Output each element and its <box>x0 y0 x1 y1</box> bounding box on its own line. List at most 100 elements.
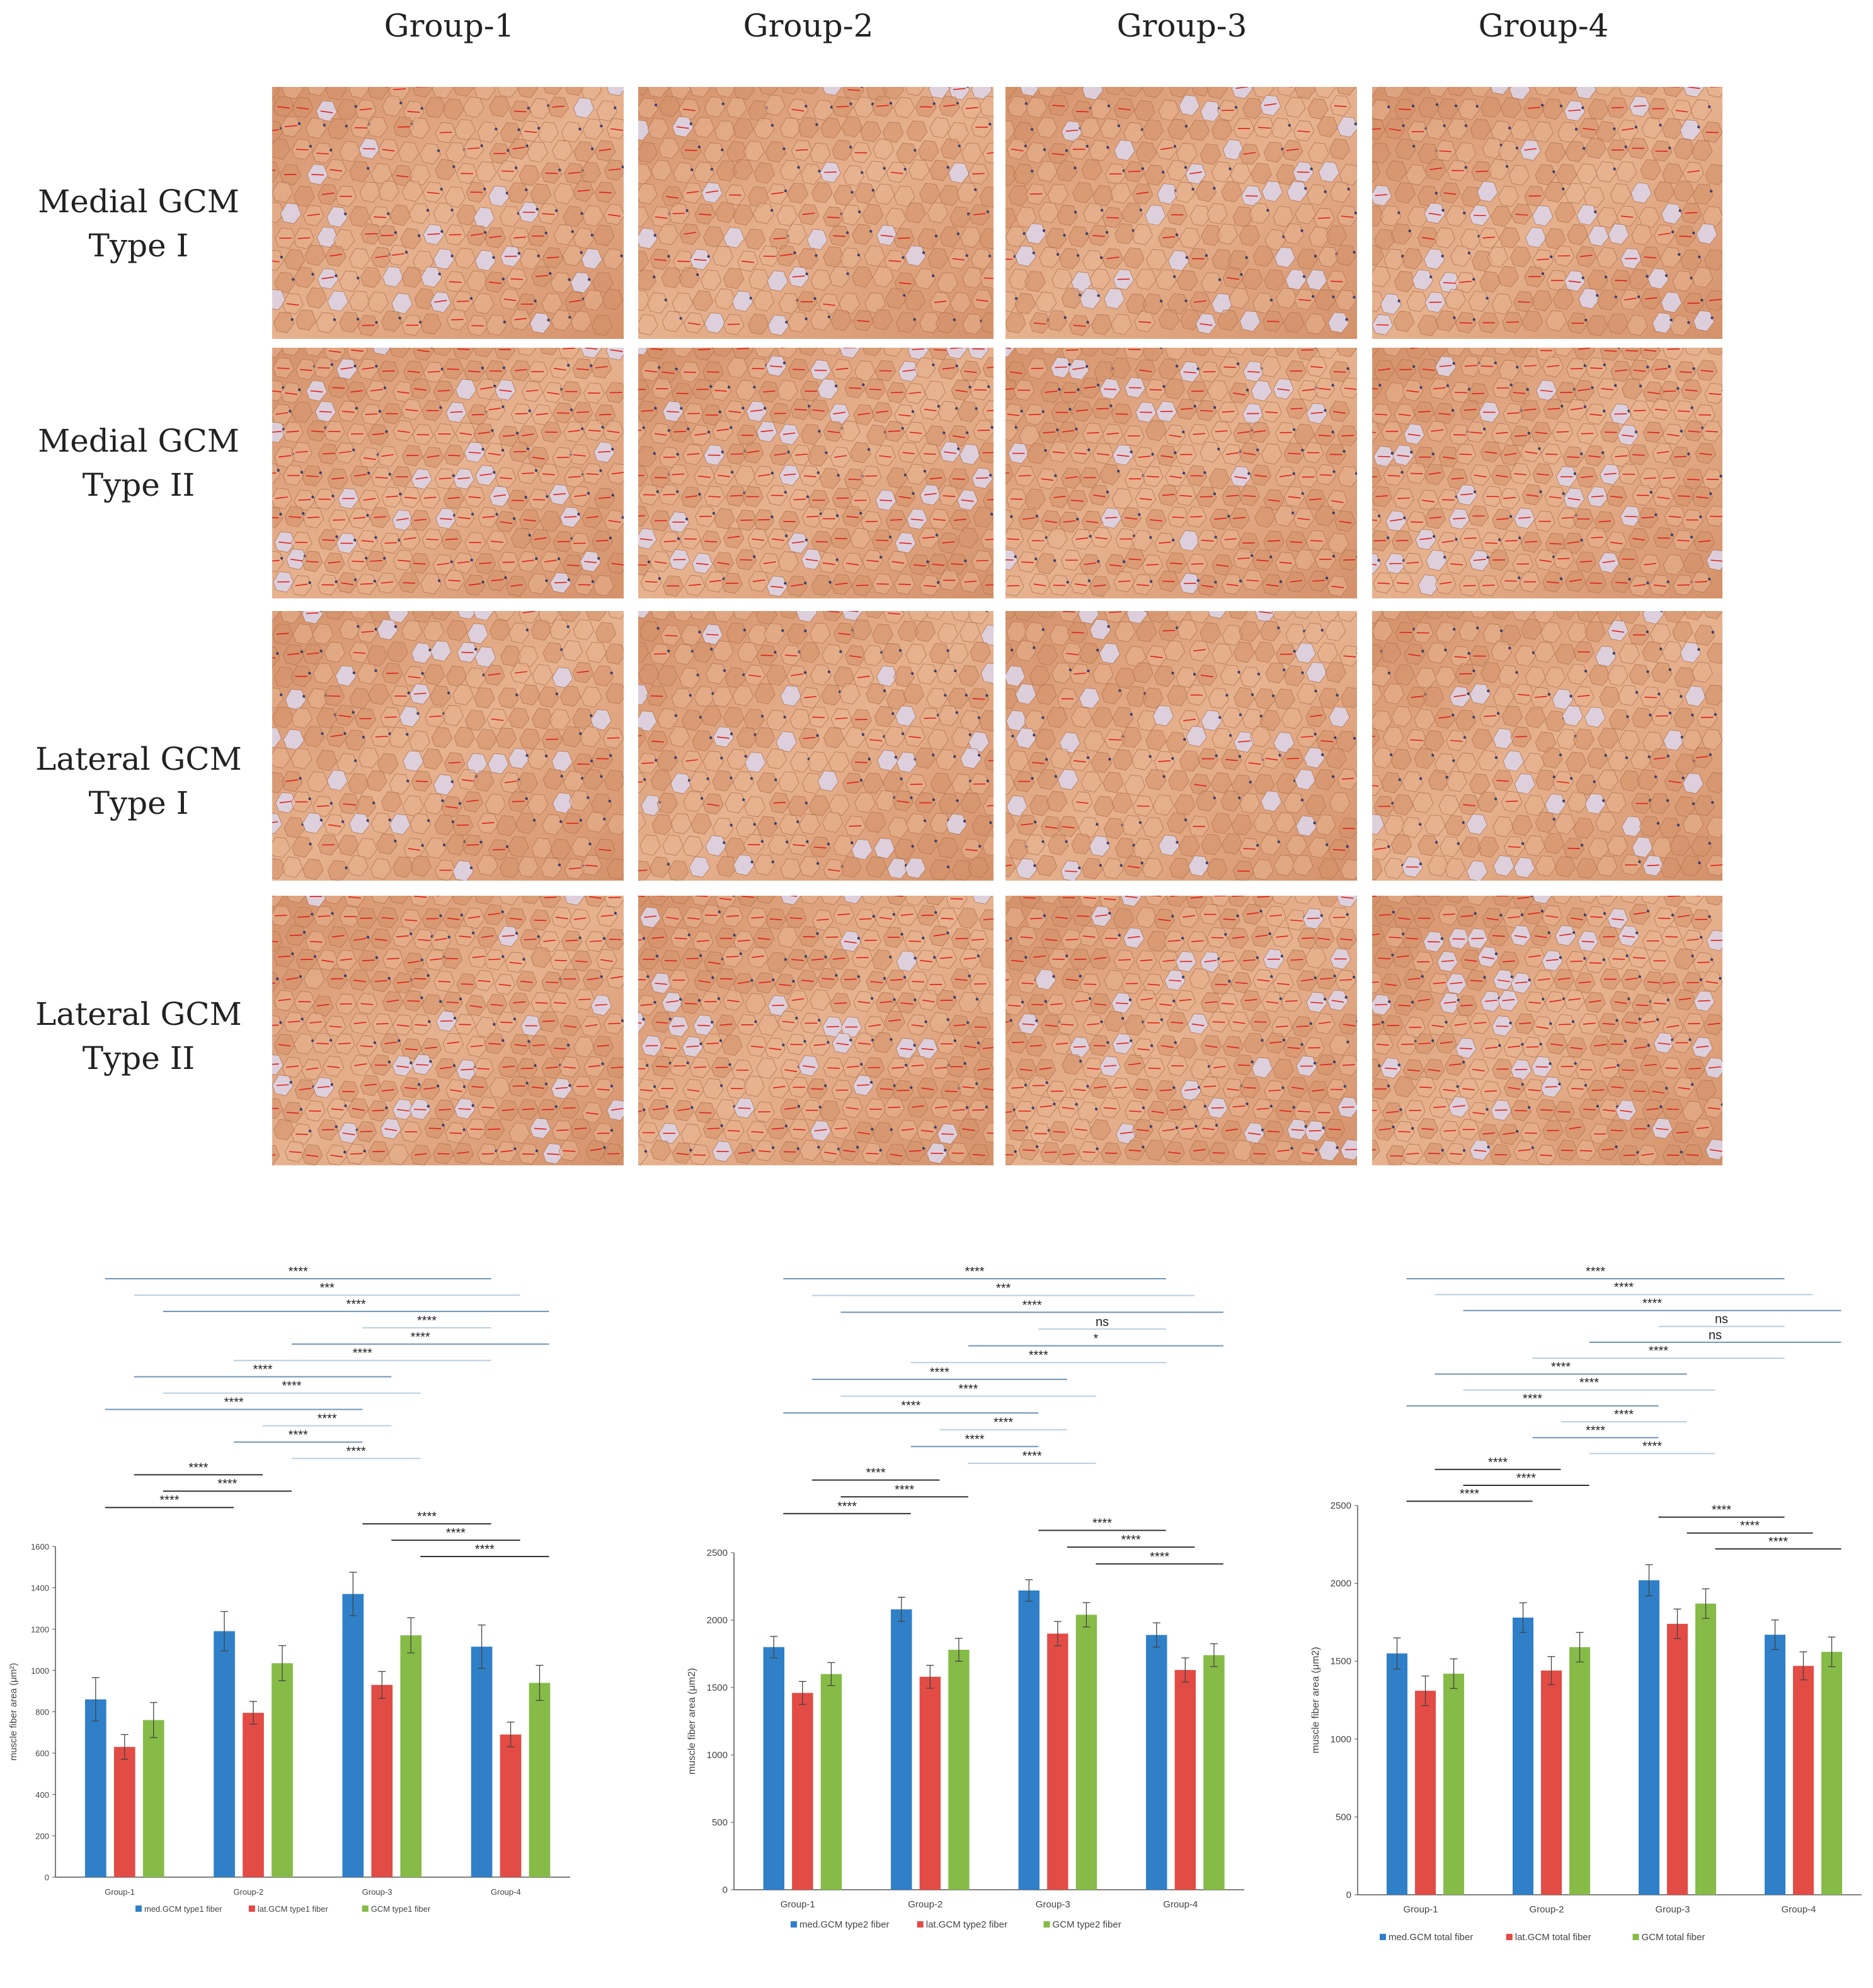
legend-label: lat.GCM type2 fiber <box>926 1919 1007 1930</box>
micrograph-row1-col1 <box>272 87 624 339</box>
bar-chart-total: 0 500 1000 1500 2000 2500 muscle fiber area (μ… <box>1260 1254 1865 1984</box>
bar-chart-type2: 0 500 1000 1500 2000 2500 muscle fiber area (μ… <box>630 1254 1247 1984</box>
bar-group-3-s3 <box>400 1635 422 1877</box>
bar-group-4-s1 <box>1146 1635 1167 1890</box>
bar-group-1-s1 <box>84 1699 106 1877</box>
y-tick-label: 600 <box>35 1749 49 1758</box>
significance-label: **** <box>1614 1281 1634 1294</box>
significance-label: **** <box>1586 1424 1605 1437</box>
micrograph-row3-col3 <box>1005 611 1357 881</box>
significance-label: **** <box>1740 1519 1760 1533</box>
bar-group-1-s1 <box>763 1647 784 1890</box>
y-tick-label: 2000 <box>1331 1579 1351 1589</box>
bar-group-3-s2 <box>1047 1633 1068 1890</box>
y-tick-label: 1000 <box>707 1750 728 1761</box>
micrograph-row2-col1 <box>272 348 624 598</box>
row-header-line: Medial GCM <box>38 183 239 220</box>
legend-swatch <box>1506 1934 1513 1940</box>
y-tick-label: 200 <box>35 1831 49 1841</box>
row-header-line: Type I <box>88 785 189 821</box>
bar-group-1-s3 <box>142 1720 164 1877</box>
micrograph-row2-col4 <box>1372 348 1722 598</box>
x-tick-label: Group-2 <box>234 1887 264 1897</box>
significance-label: * <box>1094 1332 1099 1346</box>
legend-label: GCM total fiber <box>1642 1932 1705 1943</box>
significance-label: **** <box>930 1366 949 1380</box>
bar-group-2-s2 <box>1541 1671 1562 1895</box>
x-tick-label: Group-1 <box>1403 1904 1438 1915</box>
y-tick-label: 400 <box>35 1790 49 1800</box>
significance-label: ns <box>1709 1328 1722 1342</box>
row-header-line: Lateral GCM <box>35 741 242 777</box>
row-header-line: Type II <box>82 467 195 503</box>
significance-label: **** <box>446 1526 466 1540</box>
significance-label: **** <box>289 1428 308 1442</box>
bar-group-4-s1 <box>471 1647 493 1877</box>
column-header-group-4: Group-4 <box>1478 8 1609 44</box>
significance-label: **** <box>417 1314 437 1328</box>
bar-group-1-s2 <box>1415 1691 1436 1895</box>
x-tick-label: Group-3 <box>362 1887 392 1897</box>
significance-label: **** <box>1523 1392 1542 1406</box>
significance-label: **** <box>837 1500 857 1514</box>
bar-group-2-s2 <box>243 1713 264 1877</box>
significance-label: **** <box>347 1298 366 1311</box>
significance-label: **** <box>1642 1296 1662 1310</box>
micrograph-row2-col2 <box>638 348 994 598</box>
micrograph-row1-col4 <box>1372 87 1722 339</box>
y-tick-label: 2500 <box>1331 1500 1351 1511</box>
bar-group-2-s3 <box>1569 1647 1590 1895</box>
significance-label: **** <box>866 1466 886 1480</box>
y-tick-label: 0 <box>723 1885 728 1895</box>
y-tick-label: 1600 <box>31 1542 49 1551</box>
legend-label: GCM type1 fiber <box>371 1904 431 1914</box>
significance-label: **** <box>1614 1408 1634 1422</box>
legend-swatch <box>791 1921 797 1928</box>
bar-group-4-s2 <box>1793 1665 1814 1895</box>
significance-label: **** <box>411 1330 430 1344</box>
significance-label: **** <box>282 1380 301 1393</box>
bar-group-2-s1 <box>214 1631 235 1877</box>
significance-label: **** <box>1642 1440 1662 1454</box>
bar-group-1-s3 <box>820 1674 842 1890</box>
significance-label: **** <box>353 1347 372 1361</box>
y-tick-label: 800 <box>35 1708 49 1717</box>
bar-group-2-s1 <box>1513 1617 1533 1895</box>
x-tick-label: Group-2 <box>908 1899 942 1910</box>
y-tick-label: 2000 <box>707 1615 728 1626</box>
bar-group-4-s3 <box>529 1682 551 1877</box>
significance-label: **** <box>347 1444 366 1458</box>
x-tick-label: Group-1 <box>781 1899 815 1910</box>
y-tick-label: 1400 <box>31 1584 49 1593</box>
significance-label: **** <box>217 1477 237 1491</box>
significance-label: **** <box>1150 1550 1169 1564</box>
bar-group-3-s3 <box>1695 1603 1716 1895</box>
significance-label: *** <box>996 1282 1011 1296</box>
y-tick-label: 500 <box>1336 1812 1351 1822</box>
bar-group-1-s2 <box>113 1747 135 1877</box>
x-tick-label: Group-2 <box>1529 1904 1564 1915</box>
legend-swatch <box>1380 1934 1386 1940</box>
bar-group-4-s3 <box>1203 1655 1225 1890</box>
significance-label: **** <box>1022 1298 1042 1312</box>
legend-swatch <box>1043 1921 1050 1928</box>
y-tick-label: 1000 <box>1331 1734 1351 1745</box>
chart-svg: 0 500 1000 1500 2000 2500 muscle fiber area (μ… <box>1310 1265 1862 1943</box>
bar-group-4-s1 <box>1765 1635 1785 1895</box>
significance-label: **** <box>1551 1360 1571 1374</box>
chart-svg: 0 200 400 600 800 1000 1200 1400 1600 muscle fibe… <box>8 1265 570 1914</box>
row-header-line: Lateral GCM <box>35 996 242 1032</box>
x-tick-label: Group-4 <box>1163 1899 1198 1910</box>
legend-label: lat.GCM total fiber <box>1515 1932 1591 1943</box>
significance-label: **** <box>1121 1533 1141 1547</box>
row-header-line: Type II <box>82 1040 195 1077</box>
significance-label: **** <box>475 1543 495 1557</box>
bar-group-2-s3 <box>272 1663 293 1877</box>
row-header-lateral-type2: Lateral GCM Type II <box>13 992 265 1080</box>
bar-group-3-s2 <box>1667 1623 1688 1895</box>
significance-label: **** <box>1768 1535 1788 1549</box>
row-header-line: Type I <box>88 227 189 264</box>
x-tick-label: Group-4 <box>491 1887 521 1897</box>
row-header-medial-type1: Medial GCM Type I <box>13 180 265 268</box>
significance-label: *** <box>319 1281 335 1295</box>
